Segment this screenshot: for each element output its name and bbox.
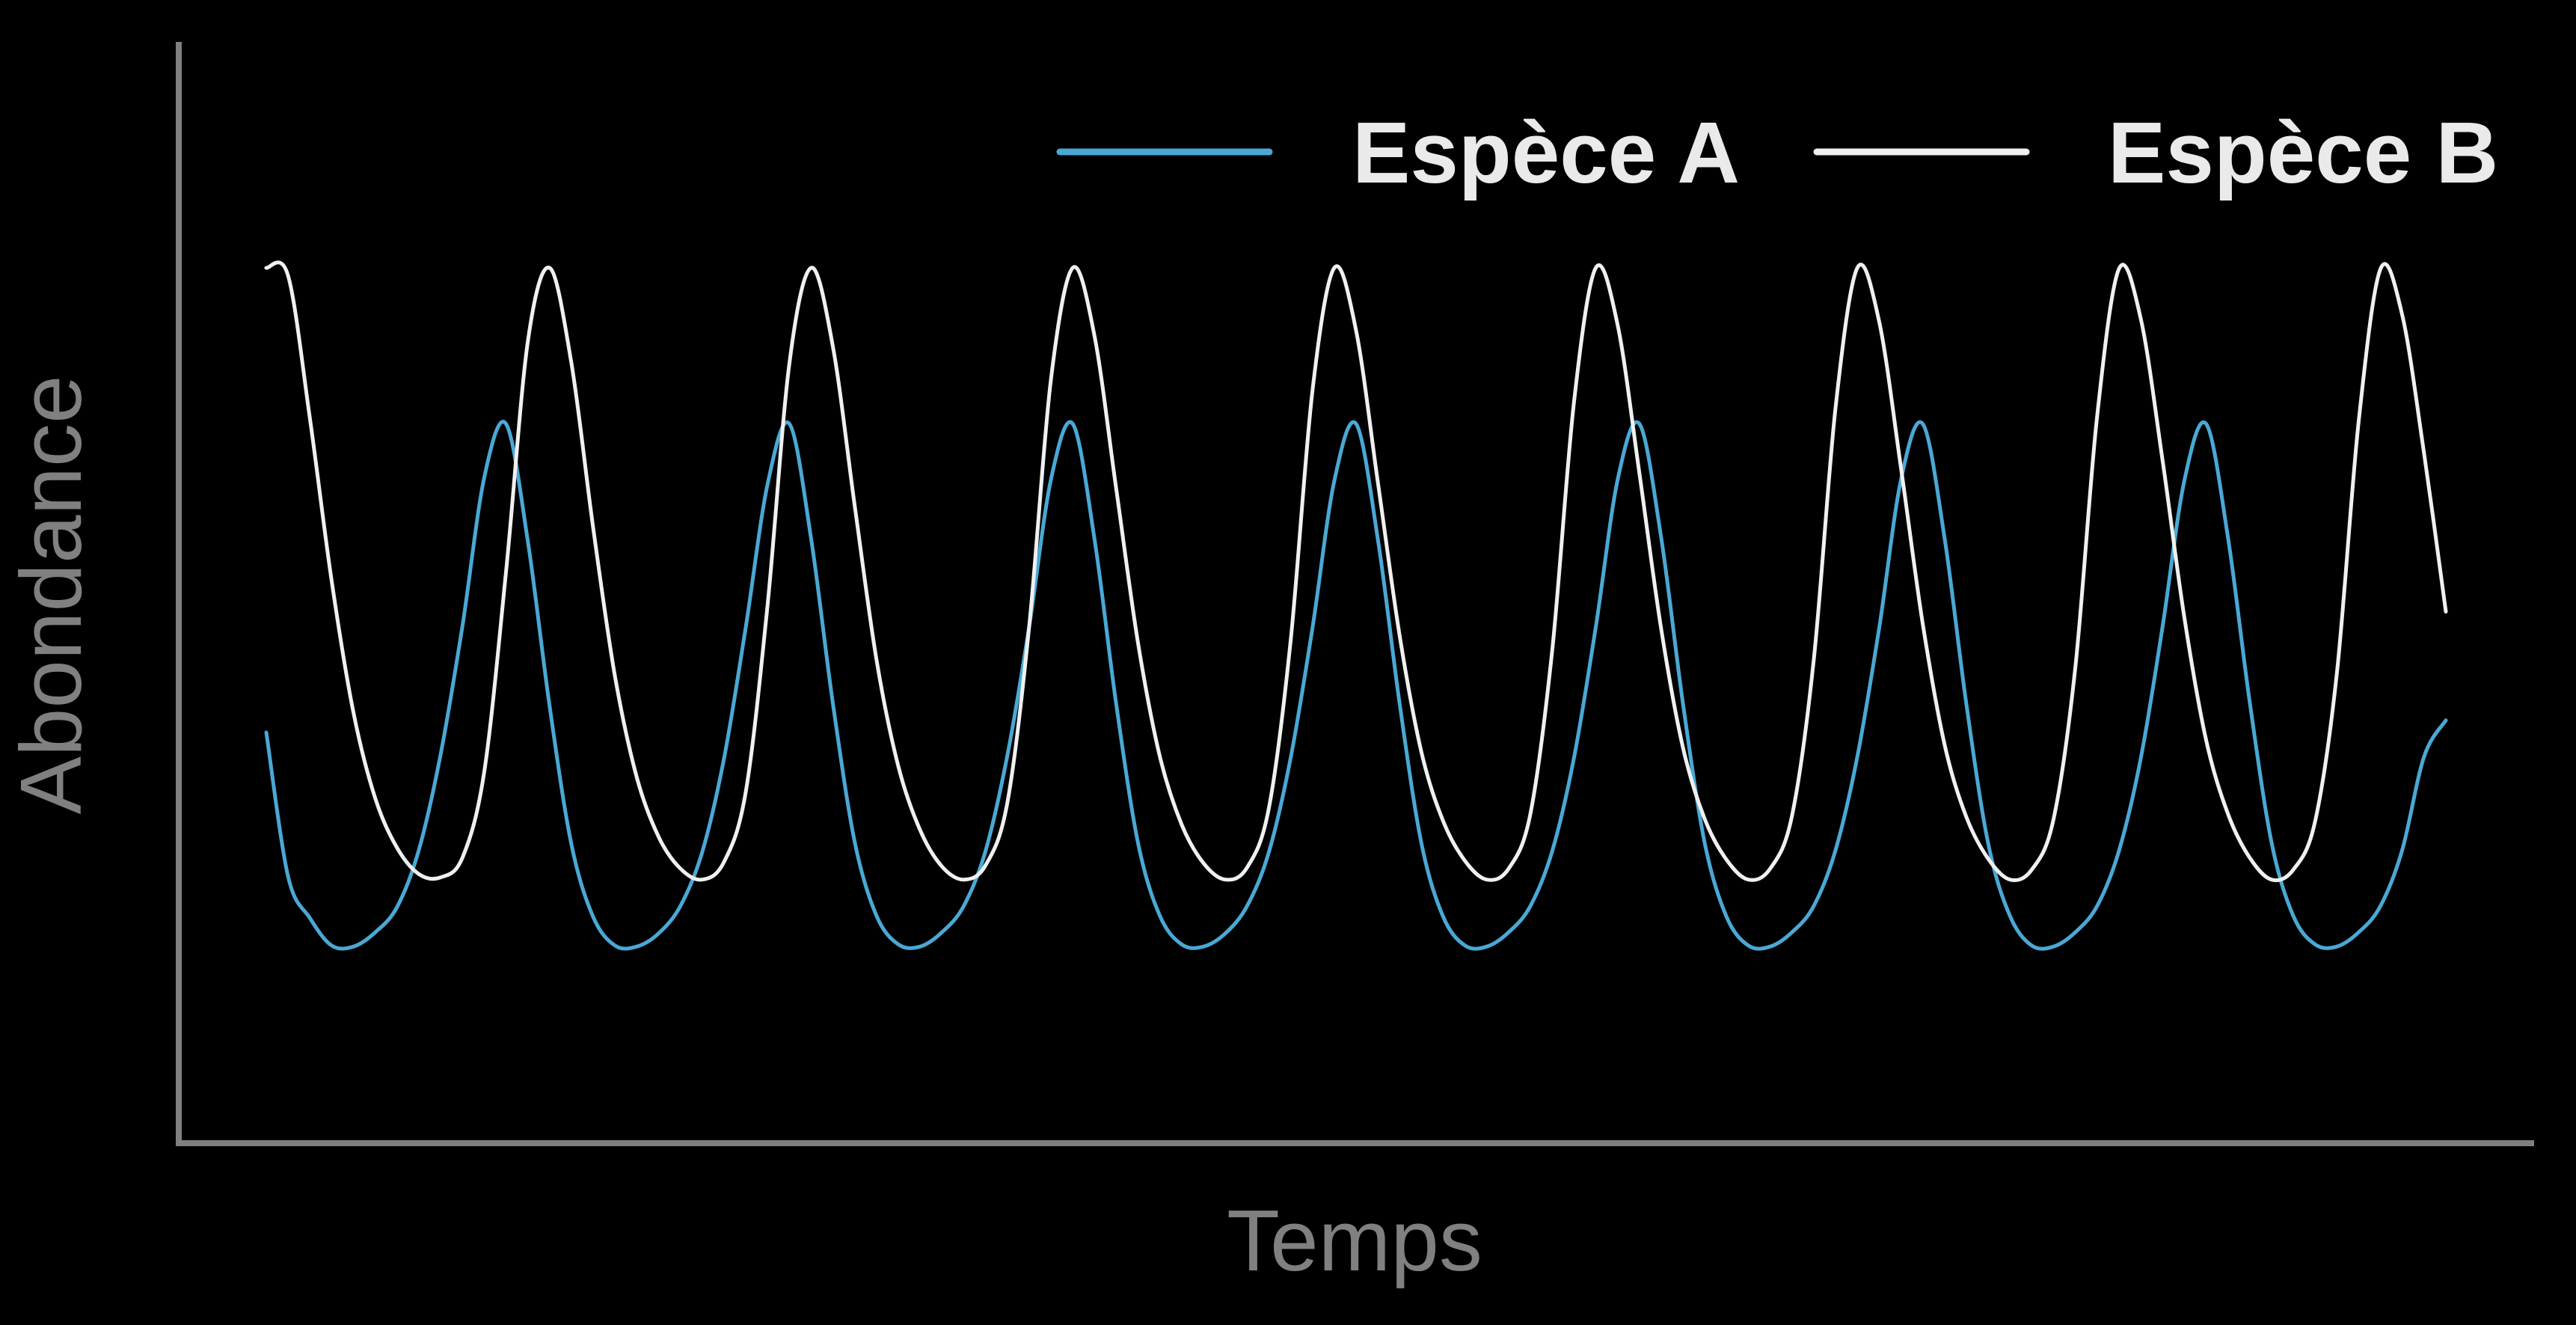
legend-label-espece-a: Espèce A: [1352, 104, 1740, 201]
series-line-espece-b: [264, 260, 2448, 883]
legend-label-espece-b: Espèce B: [2108, 104, 2498, 201]
series-line-espece-a: [264, 420, 2448, 951]
series-layer: [264, 260, 2448, 951]
legend: Espèce A Espèce B: [1056, 104, 2498, 201]
y-axis-label: Abondance: [2, 376, 99, 815]
x-axis-label: Temps: [1227, 1192, 1482, 1289]
